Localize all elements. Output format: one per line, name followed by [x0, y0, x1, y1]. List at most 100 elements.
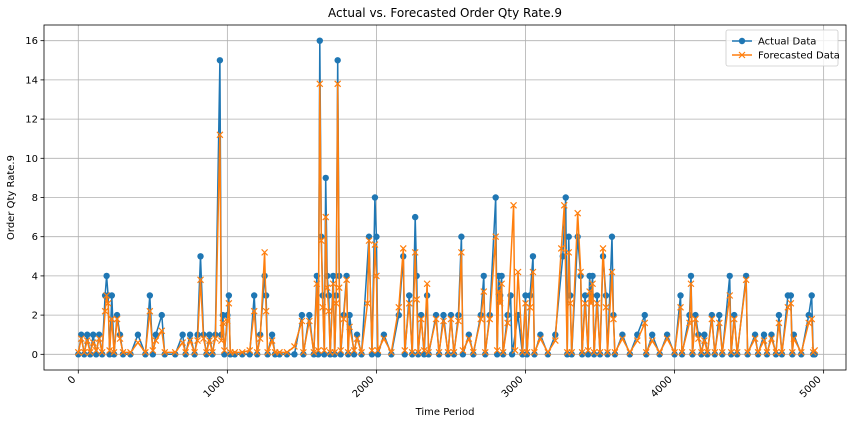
- data-point: [444, 348, 452, 356]
- data-point: [116, 335, 124, 343]
- data-point: [313, 280, 321, 288]
- data-point: [108, 292, 116, 299]
- data-point: [425, 348, 433, 356]
- data-point: [337, 346, 345, 354]
- data-point: [656, 348, 664, 356]
- data-point: [368, 346, 376, 354]
- data-point: [565, 248, 573, 256]
- data-point: [599, 245, 607, 252]
- y-tick-label: 6: [32, 232, 38, 243]
- data-point: [264, 348, 272, 356]
- data-point: [566, 299, 574, 307]
- data-point: [648, 337, 656, 345]
- data-point: [498, 280, 506, 288]
- data-point: [191, 351, 198, 358]
- data-point: [798, 351, 805, 358]
- data-point: [256, 335, 264, 343]
- data-point: [87, 351, 94, 358]
- data-point: [704, 351, 711, 358]
- data-point: [744, 348, 752, 356]
- data-point: [459, 346, 467, 354]
- data-point: [343, 276, 351, 284]
- data-point: [590, 351, 598, 358]
- data-point: [811, 346, 819, 354]
- data-point: [574, 209, 582, 217]
- chart-title: Actual vs. Forecasted Order Qty Rate.9: [328, 6, 562, 20]
- data-point: [291, 343, 298, 350]
- data-point: [465, 335, 473, 343]
- data-point: [687, 272, 695, 280]
- data-point: [718, 348, 726, 356]
- data-point: [523, 351, 531, 358]
- grid-lines: [44, 25, 846, 370]
- data-point: [305, 317, 313, 325]
- data-point: [560, 201, 568, 209]
- data-point: [350, 346, 358, 354]
- data-point: [754, 348, 762, 356]
- data-point: [141, 348, 149, 356]
- data-point: [387, 348, 395, 356]
- data-point: [186, 331, 194, 338]
- data-point: [231, 348, 239, 356]
- data-point: [300, 351, 307, 358]
- data-point: [708, 315, 716, 323]
- data-point: [760, 331, 768, 338]
- data-point: [687, 280, 695, 288]
- data-point: [728, 351, 735, 358]
- data-point: [581, 299, 589, 307]
- data-point: [574, 233, 581, 240]
- data-point: [158, 327, 166, 335]
- legend-box: [725, 29, 839, 67]
- data-point: [562, 194, 569, 201]
- data-point: [744, 351, 751, 358]
- data-point: [323, 284, 331, 292]
- data-point: [526, 303, 534, 311]
- legend-label: Actual Data: [758, 37, 816, 48]
- data-point: [568, 351, 575, 358]
- data-point: [608, 233, 616, 240]
- data-point: [246, 346, 254, 354]
- legend-item: Forecasted Data: [732, 51, 840, 62]
- data-point: [319, 303, 327, 311]
- data-point: [409, 351, 416, 358]
- data-point: [250, 307, 258, 315]
- data-point: [110, 348, 118, 356]
- data-point: [101, 307, 109, 315]
- data-point: [113, 315, 121, 323]
- data-point: [298, 317, 306, 325]
- data-point: [262, 307, 270, 315]
- data-point: [283, 348, 291, 356]
- data-point: [411, 213, 419, 221]
- data-point: [523, 348, 531, 356]
- data-point: [74, 348, 82, 356]
- data-point: [470, 351, 477, 358]
- data-point: [447, 315, 455, 323]
- data-point: [808, 315, 816, 323]
- y-tick-label: 10: [25, 154, 38, 165]
- data-point: [346, 323, 354, 331]
- legend: Actual Data Forecasted Data: [725, 29, 840, 67]
- data-point: [526, 292, 534, 299]
- data-point: [498, 272, 505, 280]
- data-point: [618, 335, 626, 343]
- data-point: [727, 348, 735, 356]
- data-point: [711, 348, 719, 356]
- data-point: [373, 233, 380, 240]
- y-tick-label: 14: [25, 75, 38, 86]
- data-point: [216, 57, 224, 64]
- data-point: [95, 335, 103, 343]
- data-point: [544, 351, 552, 358]
- data-point: [551, 337, 559, 345]
- data-point: [715, 319, 723, 327]
- data-point: [261, 248, 269, 256]
- data-point: [149, 346, 157, 354]
- data-point: [626, 348, 634, 356]
- data-point: [209, 348, 216, 356]
- data-point: [694, 335, 702, 343]
- legend-item: Actual Data: [732, 37, 816, 48]
- data-point: [775, 319, 783, 327]
- data-point: [633, 337, 641, 345]
- data-point: [158, 311, 165, 319]
- y-tick-label: 4: [32, 271, 38, 282]
- data-point: [641, 311, 648, 319]
